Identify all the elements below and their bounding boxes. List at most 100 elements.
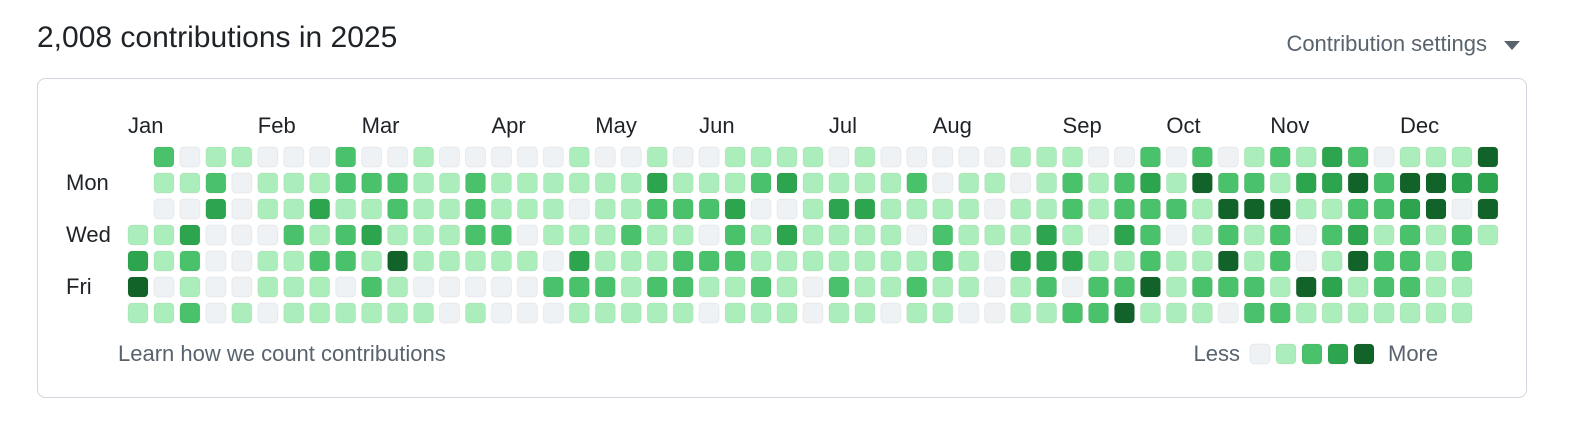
day-cell <box>1321 302 1343 324</box>
day-cell <box>1217 146 1239 168</box>
day-cell <box>464 302 486 324</box>
day-cell <box>958 276 980 298</box>
day-label: Mon <box>66 170 109 195</box>
learn-link[interactable]: Learn how we count contributions <box>118 341 446 366</box>
day-cell <box>1036 172 1058 194</box>
settings-button[interactable]: Contribution settings <box>1286 31 1487 56</box>
day-cell <box>309 276 331 298</box>
day-cell <box>205 250 227 272</box>
day-cell <box>1062 198 1084 220</box>
day-cell <box>1217 172 1239 194</box>
day-cell <box>672 302 694 324</box>
day-cell <box>1269 250 1291 272</box>
day-cell <box>1010 198 1032 220</box>
day-cell <box>1399 276 1421 298</box>
day-cell <box>179 224 201 246</box>
day-cell <box>1088 302 1110 324</box>
title: 2,008 contributions in 2025 <box>37 21 397 54</box>
day-cell <box>1243 172 1265 194</box>
day-cell <box>1191 224 1213 246</box>
day-cell <box>1165 276 1187 298</box>
day-cell <box>335 172 357 194</box>
day-cell <box>1191 172 1213 194</box>
day-cell <box>1399 250 1421 272</box>
day-cell <box>1295 224 1317 246</box>
day-cell <box>1269 172 1291 194</box>
day-cell <box>413 146 435 168</box>
day-cell <box>646 250 668 272</box>
day-cell <box>646 172 668 194</box>
day-cell <box>880 276 902 298</box>
day-cell <box>1113 172 1135 194</box>
day-cell <box>1269 302 1291 324</box>
day-cell <box>906 276 928 298</box>
day-cell <box>984 250 1006 272</box>
day-cell <box>906 172 928 194</box>
day-cell <box>309 224 331 246</box>
day-cell <box>750 198 772 220</box>
day-cell <box>594 198 616 220</box>
day-cell <box>361 146 383 168</box>
day-cell <box>906 302 928 324</box>
day-cell <box>646 224 668 246</box>
day-cell <box>516 146 538 168</box>
day-cell <box>1010 146 1032 168</box>
day-cell <box>1269 224 1291 246</box>
day-cell <box>698 224 720 246</box>
day-label: Fri <box>66 274 92 299</box>
day-cell <box>620 276 642 298</box>
day-cell <box>490 198 512 220</box>
day-cell <box>1373 224 1395 246</box>
day-cell <box>1399 172 1421 194</box>
day-cell <box>490 172 512 194</box>
day-cell <box>906 250 928 272</box>
day-cell <box>1062 146 1084 168</box>
day-cell <box>802 198 824 220</box>
day-cell <box>1191 250 1213 272</box>
day-cell <box>1321 172 1343 194</box>
day-cell <box>335 224 357 246</box>
day-cell <box>1243 276 1265 298</box>
day-cell <box>750 172 772 194</box>
day-cell <box>958 302 980 324</box>
day-cell <box>1425 250 1447 272</box>
day-cell <box>698 146 720 168</box>
day-cell <box>1295 172 1317 194</box>
day-cell <box>620 146 642 168</box>
day-cell <box>646 198 668 220</box>
day-cell <box>516 172 538 194</box>
day-cell <box>1295 198 1317 220</box>
day-cell <box>802 172 824 194</box>
caret[interactable] <box>1504 41 1520 50</box>
day-cell <box>776 224 798 246</box>
day-cell <box>309 250 331 272</box>
day-cell <box>828 276 850 298</box>
day-cell <box>387 276 409 298</box>
day-cell <box>257 172 279 194</box>
month-label: Jun <box>699 113 734 138</box>
day-cell <box>127 224 149 246</box>
day-cell <box>932 302 954 324</box>
day-cell <box>776 250 798 272</box>
day-cell <box>1113 198 1135 220</box>
day-cell <box>413 224 435 246</box>
day-cell <box>698 172 720 194</box>
day-cell <box>1010 276 1032 298</box>
day-cell <box>1010 302 1032 324</box>
day-cell <box>205 146 227 168</box>
day-cell <box>1165 198 1187 220</box>
day-cell <box>1477 198 1499 220</box>
day-cell <box>361 224 383 246</box>
day-cell <box>1321 250 1343 272</box>
day-cell <box>1295 302 1317 324</box>
day-cell <box>1036 276 1058 298</box>
day-cell <box>1373 198 1395 220</box>
day-cell <box>1139 198 1161 220</box>
day-cell <box>1191 302 1213 324</box>
day-cell <box>672 146 694 168</box>
day-cell <box>1321 146 1343 168</box>
day-cell <box>1243 250 1265 272</box>
day-cell <box>1399 302 1421 324</box>
day-cell <box>958 146 980 168</box>
day-cell <box>335 198 357 220</box>
